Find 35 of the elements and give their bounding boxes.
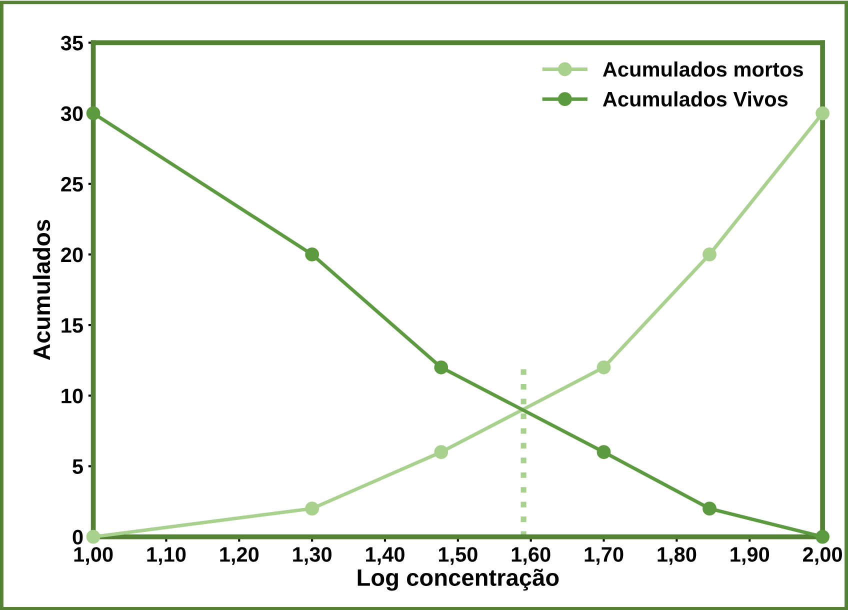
x-tick-label: 1,00 — [74, 547, 113, 565]
legend-label: Acumulados Vivos — [602, 91, 788, 107]
point — [86, 106, 100, 120]
point — [702, 502, 716, 516]
x-tick-label: 1,10 — [147, 547, 186, 565]
x-tick-label: 1,50 — [438, 547, 478, 565]
point — [596, 445, 611, 460]
x-tick-label: 1,70 — [584, 547, 624, 565]
point — [434, 360, 448, 374]
point — [702, 248, 716, 262]
point — [816, 106, 830, 120]
y-tick-label: 30 — [60, 106, 83, 122]
point — [86, 530, 100, 544]
x-tick-label: 1,30 — [293, 547, 332, 565]
x-tick-label: 1,60 — [512, 547, 550, 565]
x-axis-title: Log concentração — [358, 568, 559, 591]
point — [596, 360, 611, 374]
point — [434, 445, 448, 460]
point — [816, 530, 830, 544]
point — [305, 248, 320, 262]
y-tick-label: 20 — [61, 247, 83, 262]
y-tick-label: 0 — [72, 530, 83, 545]
x-tick-label: 1,40 — [366, 547, 404, 565]
x-tick-label: 1,80 — [658, 547, 696, 565]
y-axis-title: Acumulados — [32, 220, 50, 360]
y-tick-label: 35 — [60, 36, 83, 50]
x-tick-label: 1,90 — [730, 547, 770, 565]
y-tick-label: 10 — [62, 388, 83, 404]
legend-label: Acumulados mortos — [602, 61, 803, 77]
y-tick-label: 25 — [61, 176, 83, 192]
y-tick-label: 15 — [62, 318, 83, 333]
x-tick-label: 1,20 — [220, 547, 259, 565]
y-tick-label: 5 — [72, 459, 83, 474]
x-tick-label: 2,00 — [803, 547, 842, 565]
point — [305, 502, 320, 516]
